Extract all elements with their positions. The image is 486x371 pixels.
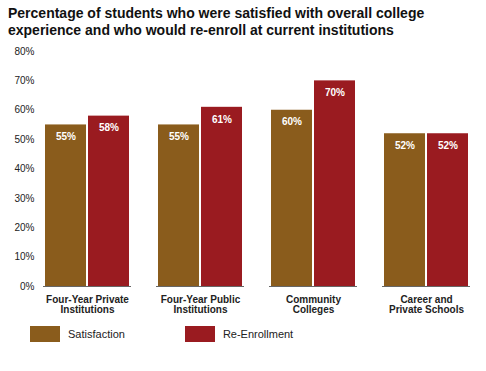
svg-text:55%: 55% [56,131,76,142]
svg-text:70%: 70% [325,87,345,98]
svg-text:Four-Year PublicInstitutions: Four-Year PublicInstitutions [161,294,241,315]
svg-text:60%: 60% [14,104,34,115]
svg-text:Four-Year PrivateInstitutions: Four-Year PrivateInstitutions [46,294,129,315]
svg-text:52%: 52% [438,140,458,151]
svg-text:30%: 30% [14,193,34,204]
html-text:Re-Enrollment: Re-Enrollment [222,328,294,340]
html-text:Percentage of students who wer: Percentage of students who were satisfie… [8,5,425,38]
svg-text:10%: 10% [14,251,34,262]
svg-text:20%: 20% [14,222,34,233]
svg-text:60%: 60% [282,116,302,127]
svg-text:Career andPrivate Schools: Career andPrivate Schools [389,294,464,315]
svg-text:61%: 61% [212,114,232,125]
svg-text:58%: 58% [99,122,119,133]
svg-text:80%: 80% [14,46,34,57]
html-text:Satisfaction: Satisfaction [68,328,125,340]
svg-text:0%: 0% [20,281,35,292]
svg-text:55%: 55% [169,131,189,142]
svg-text:52%: 52% [395,140,415,151]
svg-text:40%: 40% [14,163,34,174]
svg-text:CommunityColleges: CommunityColleges [286,294,341,315]
svg-text:70%: 70% [14,75,34,86]
svg-text:50%: 50% [14,134,34,145]
